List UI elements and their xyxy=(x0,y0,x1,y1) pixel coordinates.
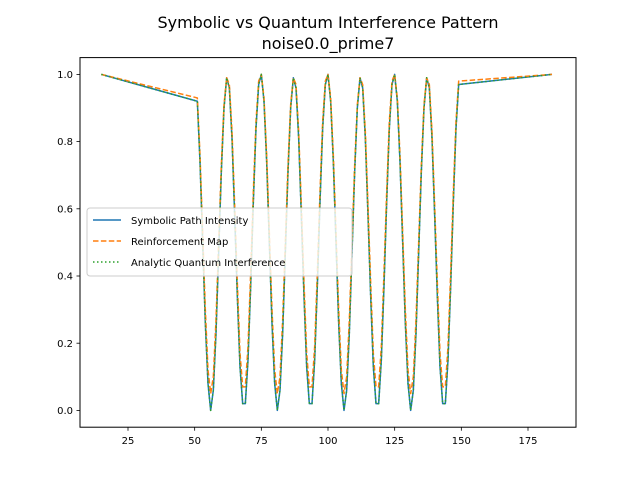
y-tick-label: 0.0 xyxy=(57,406,73,417)
x-axis: 25 50 75 100 125 150 175 xyxy=(122,427,538,447)
y-tick-label: 0.2 xyxy=(57,339,73,350)
y-tick-label: 0.8 xyxy=(57,137,73,148)
y-tick-label: 0.4 xyxy=(57,272,73,283)
y-axis: 0.0 0.2 0.4 0.6 0.8 1.0 xyxy=(57,70,80,417)
series-layer xyxy=(101,73,553,412)
x-tick-label: 50 xyxy=(188,436,201,447)
legend-label: Reinforcement Map xyxy=(131,237,228,248)
x-tick-label: 100 xyxy=(318,436,337,447)
legend-label: Analytic Quantum Interference xyxy=(131,258,285,269)
x-tick-label: 150 xyxy=(452,436,471,447)
legend-box xyxy=(86,207,353,277)
legend-label: Symbolic Path Intensity xyxy=(131,216,248,227)
chart-subtitle: noise0.0_prime7 xyxy=(262,34,395,54)
x-tick-label: 125 xyxy=(385,436,404,447)
x-tick-label: 175 xyxy=(518,436,537,447)
x-tick-label: 25 xyxy=(122,436,135,447)
y-tick-label: 1.0 xyxy=(57,70,73,81)
series-line-2 xyxy=(101,73,553,395)
chart-title: Symbolic vs Quantum Interference Pattern xyxy=(157,13,498,32)
y-tick-label: 0.6 xyxy=(57,204,73,215)
x-tick-label: 75 xyxy=(255,436,268,447)
series-line-3 xyxy=(101,73,553,412)
legend: Symbolic Path Intensity Reinforcement Map… xyxy=(86,207,353,277)
